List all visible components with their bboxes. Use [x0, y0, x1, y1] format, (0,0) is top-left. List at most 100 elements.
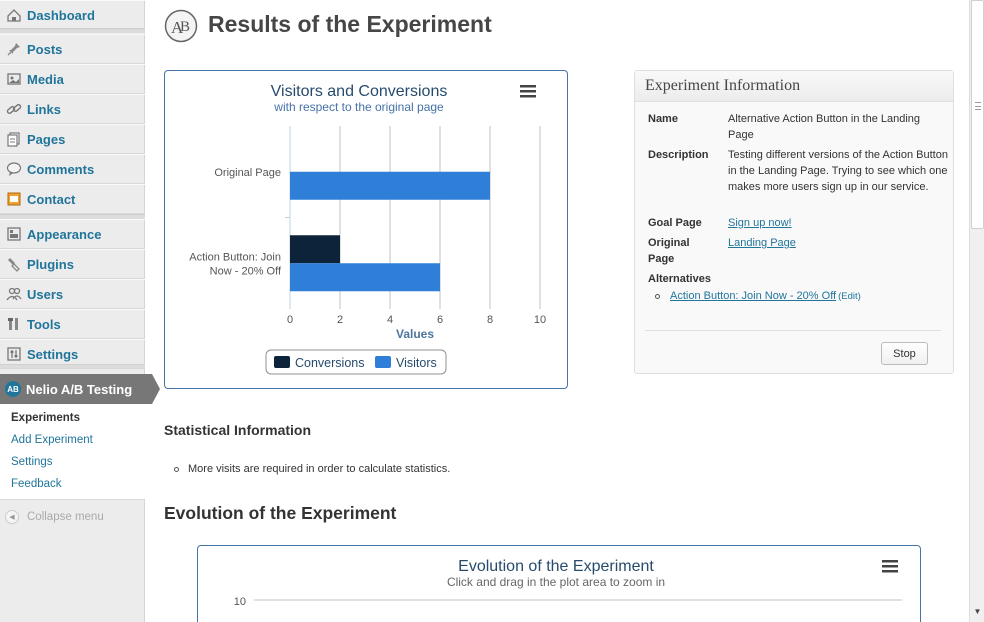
x-tick-label: 4 — [387, 314, 393, 326]
menu-separator — [0, 214, 145, 219]
collapse-arrow-icon: ◀ — [5, 510, 19, 524]
bullet-icon — [655, 293, 660, 299]
sidebar-item-comments[interactable]: Comments — [0, 154, 145, 184]
category-label: Original Page — [214, 167, 281, 179]
evolution-chart-menu-icon[interactable] — [882, 560, 898, 573]
plugin-icon — [5, 255, 23, 273]
legend-item-conversions[interactable]: Conversions — [295, 356, 364, 370]
legend-swatch — [274, 356, 290, 368]
sidebar-item-label: Plugins — [27, 256, 74, 272]
chart-menu-icon[interactable] — [520, 85, 536, 98]
visitors-conversions-chart: Visitors and Conversions with respect to… — [164, 70, 568, 389]
submenu-settings[interactable]: Settings — [11, 456, 53, 468]
y-tick-label: 10 — [234, 596, 246, 608]
sidebar-item-label: Appearance — [27, 226, 102, 242]
page-title: Results of the Experiment — [208, 11, 492, 37]
edit-alternative-link[interactable]: (Edit) — [838, 290, 861, 302]
dashboard-icon — [5, 6, 23, 24]
sidebar-item-label: Comments — [27, 161, 95, 177]
link-icon — [5, 100, 23, 118]
evolution-chart-title: Evolution of the Experiment — [458, 558, 654, 575]
sidebar-item-label: Pages — [27, 131, 66, 147]
description-label: Description — [648, 149, 709, 161]
sidebar-item-label: Posts — [27, 41, 63, 57]
sidebar-item-dashboard[interactable]: Dashboard — [0, 0, 145, 30]
sidebar-item-label: Contact — [27, 191, 76, 207]
evolution-chart-subtitle: Click and drag in the plot area to zoom … — [447, 575, 665, 589]
sidebar-item-plugins[interactable]: Plugins — [0, 249, 145, 279]
collapse-menu-button[interactable]: ◀ Collapse menu — [5, 510, 104, 524]
users-icon — [5, 285, 23, 303]
menu-separator — [0, 28, 145, 33]
description-value: Testing different versions of the Action… — [728, 149, 948, 193]
bar-visitors-1[interactable] — [290, 263, 440, 292]
experiment-info-box: Experiment Information Name Alternative … — [634, 70, 954, 374]
nelio-submenu: Experiments Add Experiment Settings Feed… — [0, 404, 145, 500]
nelio-ab-logo-icon: A B — [164, 9, 198, 43]
goal-page-label: Goal Page — [648, 217, 702, 229]
stop-button[interactable]: Stop — [881, 342, 928, 365]
bar-conversions-1[interactable] — [290, 235, 340, 264]
grip-icon — [975, 102, 981, 110]
sidebar-item-label: Dashboard — [27, 7, 95, 23]
contact-icon — [5, 190, 23, 208]
svg-text:A: A — [171, 18, 184, 37]
original-page-link[interactable]: Landing Page — [728, 237, 796, 249]
sidebar-item-label: Links — [27, 101, 61, 117]
bar-visitors-0[interactable] — [290, 171, 490, 200]
legend-item-visitors[interactable]: Visitors — [396, 356, 437, 370]
legend-swatch — [375, 356, 391, 368]
sidebar-item-label: Tools — [27, 316, 61, 332]
collapse-menu-label: Collapse menu — [27, 511, 104, 523]
evolution-chart[interactable]: Evolution of the Experiment Click and dr… — [197, 545, 921, 622]
sidebar-item-label: Settings — [27, 346, 79, 362]
stats-message-item: More visits are required in order to cal… — [174, 463, 450, 475]
submenu-add-experiment[interactable]: Add Experiment — [11, 434, 93, 446]
info-title: Experiment Information — [635, 71, 953, 102]
evolution-chart-svg: Evolution of the Experiment Click and dr… — [234, 558, 902, 608]
evolution-heading: Evolution of the Experiment — [164, 503, 397, 523]
media-icon — [5, 70, 23, 88]
submenu-experiments[interactable]: Experiments — [11, 412, 81, 424]
name-value: Alternative Action Button in the Landing… — [728, 113, 921, 141]
sidebar-item-label: Media — [27, 71, 64, 87]
submenu-feedback[interactable]: Feedback — [11, 478, 62, 490]
sidebar-item-tools[interactable]: Tools — [0, 309, 145, 339]
svg-text:B: B — [180, 19, 190, 35]
scroll-down-arrow-icon[interactable]: ▼ — [973, 607, 982, 616]
alternative-link[interactable]: Action Button: Join Now - 20% Off — [670, 290, 837, 302]
scrollbar[interactable]: ▼ — [969, 0, 984, 622]
chart-title: Visitors and Conversions — [271, 83, 448, 100]
bar-chart-svg: Visitors and Conversions with respect to… — [189, 83, 546, 375]
stats-message: More visits are required in order to cal… — [188, 463, 451, 475]
appearance-icon — [5, 225, 23, 243]
category-label: Now - 20% Off — [210, 265, 282, 277]
nelio-logo-icon: AB — [5, 381, 21, 397]
sidebar-item-posts[interactable]: Posts — [0, 34, 145, 64]
sidebar-item-contact[interactable]: Contact — [0, 184, 145, 214]
x-tick-label: 6 — [437, 314, 443, 326]
goal-page-link[interactable]: Sign up now! — [728, 217, 792, 229]
x-axis-title: Values — [396, 327, 434, 341]
legend-box — [265, 349, 447, 375]
sidebar-item-pages[interactable]: Pages — [0, 124, 145, 154]
alternative-item: Action Button: Join Now - 20% Off (Edit) — [655, 290, 861, 302]
x-tick-label: 2 — [337, 314, 343, 326]
divider — [645, 330, 941, 331]
sidebar-item-media[interactable]: Media — [0, 64, 145, 94]
tools-icon — [5, 315, 23, 333]
sidebar-item-nelio-ab-testing[interactable]: AB Nelio A/B Testing — [0, 374, 160, 404]
chart-subtitle: with respect to the original page — [273, 100, 444, 114]
sidebar-item-links[interactable]: Links — [0, 94, 145, 124]
x-tick-label: 10 — [534, 314, 546, 326]
statistical-info-heading: Statistical Information — [164, 422, 312, 438]
sidebar-item-settings[interactable]: Settings — [0, 339, 145, 369]
settings-icon — [5, 345, 23, 363]
sidebar-item-label: Nelio A/B Testing — [26, 381, 133, 397]
sidebar-item-appearance[interactable]: Appearance — [0, 219, 145, 249]
name-label: Name — [648, 113, 678, 125]
comment-icon — [5, 160, 23, 178]
sidebar-item-users[interactable]: Users — [0, 279, 145, 309]
scroll-thumb[interactable] — [971, 0, 984, 229]
x-tick-label: 0 — [287, 314, 293, 326]
